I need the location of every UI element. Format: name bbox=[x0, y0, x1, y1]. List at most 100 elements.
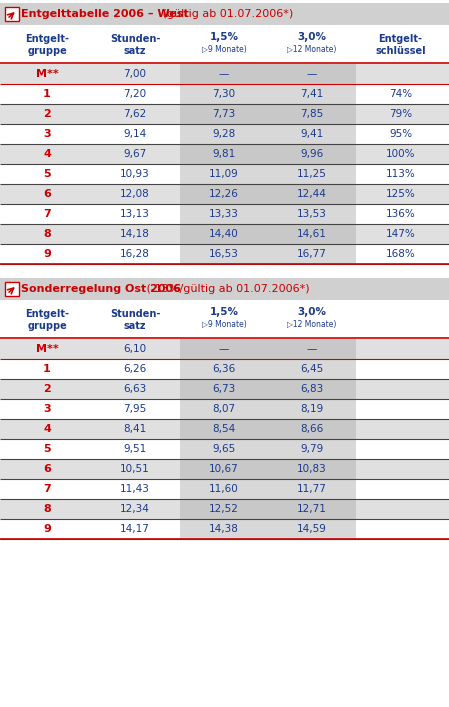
Text: 13,33: 13,33 bbox=[209, 209, 239, 219]
Text: 5: 5 bbox=[43, 169, 51, 179]
Text: 6,10: 6,10 bbox=[123, 344, 146, 354]
Bar bbox=[0, 184, 449, 204]
Text: ▷12 Monate): ▷12 Monate) bbox=[287, 320, 337, 329]
Text: Stunden-: Stunden- bbox=[110, 308, 160, 319]
Text: 11,43: 11,43 bbox=[120, 484, 150, 494]
Text: 74%: 74% bbox=[389, 89, 412, 99]
Text: 9: 9 bbox=[43, 524, 51, 534]
Text: 8,07: 8,07 bbox=[212, 404, 236, 414]
Text: 7: 7 bbox=[43, 484, 51, 494]
Bar bbox=[180, 244, 356, 264]
Bar bbox=[180, 379, 356, 399]
Bar bbox=[0, 244, 449, 264]
Bar bbox=[180, 124, 356, 144]
Bar bbox=[0, 359, 449, 379]
Text: 4: 4 bbox=[43, 149, 51, 159]
Text: 3: 3 bbox=[43, 129, 51, 139]
Bar bbox=[0, 3, 449, 25]
Text: 12,26: 12,26 bbox=[209, 189, 239, 199]
Text: 2: 2 bbox=[43, 109, 51, 119]
Bar bbox=[0, 204, 449, 224]
Bar bbox=[0, 124, 449, 144]
Bar bbox=[0, 64, 449, 84]
Text: 12,52: 12,52 bbox=[209, 504, 239, 514]
Text: 168%: 168% bbox=[386, 249, 415, 259]
Bar bbox=[0, 379, 449, 399]
Text: 9,28: 9,28 bbox=[212, 129, 236, 139]
Text: ▷12 Monate): ▷12 Monate) bbox=[287, 45, 337, 54]
Text: ▷9 Monate): ▷9 Monate) bbox=[202, 45, 247, 54]
Text: 6: 6 bbox=[43, 189, 51, 199]
Text: Sonderregelung Ost 2006: Sonderregelung Ost 2006 bbox=[21, 284, 181, 294]
Bar bbox=[180, 339, 356, 359]
Bar bbox=[180, 479, 356, 499]
Text: gruppe: gruppe bbox=[27, 47, 67, 57]
Text: 9,81: 9,81 bbox=[212, 149, 236, 159]
Text: 11,09: 11,09 bbox=[209, 169, 239, 179]
Bar bbox=[180, 64, 356, 84]
Text: 1: 1 bbox=[43, 364, 51, 374]
Bar bbox=[180, 224, 356, 244]
Bar bbox=[180, 204, 356, 224]
Bar bbox=[180, 184, 356, 204]
Text: 6,45: 6,45 bbox=[300, 364, 324, 374]
Text: 9,96: 9,96 bbox=[300, 149, 324, 159]
Text: M**: M** bbox=[35, 69, 58, 79]
Text: 8: 8 bbox=[43, 229, 51, 239]
Text: 1,5%: 1,5% bbox=[210, 32, 238, 42]
Text: 10,67: 10,67 bbox=[209, 464, 239, 474]
Text: 6,83: 6,83 bbox=[300, 384, 324, 394]
Text: 9,41: 9,41 bbox=[300, 129, 324, 139]
Text: 7,41: 7,41 bbox=[300, 89, 324, 99]
Bar bbox=[5, 282, 19, 296]
Text: satz: satz bbox=[124, 47, 146, 57]
Text: 9,67: 9,67 bbox=[123, 149, 147, 159]
Text: 9,14: 9,14 bbox=[123, 129, 147, 139]
Text: 113%: 113% bbox=[386, 169, 415, 179]
Text: M**: M** bbox=[35, 344, 58, 354]
Text: Entgelt-: Entgelt- bbox=[379, 33, 423, 44]
Text: 11,25: 11,25 bbox=[297, 169, 327, 179]
Text: 7,30: 7,30 bbox=[212, 89, 236, 99]
Text: —: — bbox=[219, 344, 229, 354]
Text: 9: 9 bbox=[43, 249, 51, 259]
Text: 3,0%: 3,0% bbox=[298, 32, 326, 42]
Text: 95%: 95% bbox=[389, 129, 412, 139]
Text: 4: 4 bbox=[43, 424, 51, 434]
Text: 100%: 100% bbox=[386, 149, 415, 159]
Text: 16,77: 16,77 bbox=[297, 249, 327, 259]
Text: 11,77: 11,77 bbox=[297, 484, 327, 494]
Text: 7,00: 7,00 bbox=[123, 69, 146, 79]
Text: 2: 2 bbox=[43, 384, 51, 394]
Bar bbox=[180, 399, 356, 419]
Text: 7,20: 7,20 bbox=[123, 89, 146, 99]
Bar bbox=[0, 479, 449, 499]
Bar bbox=[180, 104, 356, 124]
Text: Entgelttabelle 2006 – West: Entgelttabelle 2006 – West bbox=[21, 9, 189, 19]
Text: schlüssel: schlüssel bbox=[375, 47, 426, 57]
Bar bbox=[0, 399, 449, 419]
Bar bbox=[180, 84, 356, 104]
Text: Entgelt-: Entgelt- bbox=[25, 33, 69, 44]
Text: 12,44: 12,44 bbox=[297, 189, 327, 199]
Bar bbox=[180, 359, 356, 379]
Text: 12,08: 12,08 bbox=[120, 189, 150, 199]
Bar bbox=[0, 499, 449, 519]
Bar bbox=[0, 224, 449, 244]
Text: 13,13: 13,13 bbox=[120, 209, 150, 219]
Text: 16,28: 16,28 bbox=[120, 249, 150, 259]
Bar bbox=[180, 439, 356, 459]
Text: 12,71: 12,71 bbox=[297, 504, 327, 514]
Text: 79%: 79% bbox=[389, 109, 412, 119]
Text: 14,40: 14,40 bbox=[209, 229, 239, 239]
Text: Entgelt-: Entgelt- bbox=[25, 308, 69, 319]
Text: gruppe: gruppe bbox=[27, 322, 67, 332]
Text: 7,73: 7,73 bbox=[212, 109, 236, 119]
Text: 10,51: 10,51 bbox=[120, 464, 150, 474]
Bar bbox=[0, 278, 449, 300]
Bar bbox=[180, 499, 356, 519]
Text: 8,66: 8,66 bbox=[300, 424, 324, 434]
Text: 1: 1 bbox=[43, 89, 51, 99]
Text: satz: satz bbox=[124, 322, 146, 332]
Text: 125%: 125% bbox=[386, 189, 415, 199]
